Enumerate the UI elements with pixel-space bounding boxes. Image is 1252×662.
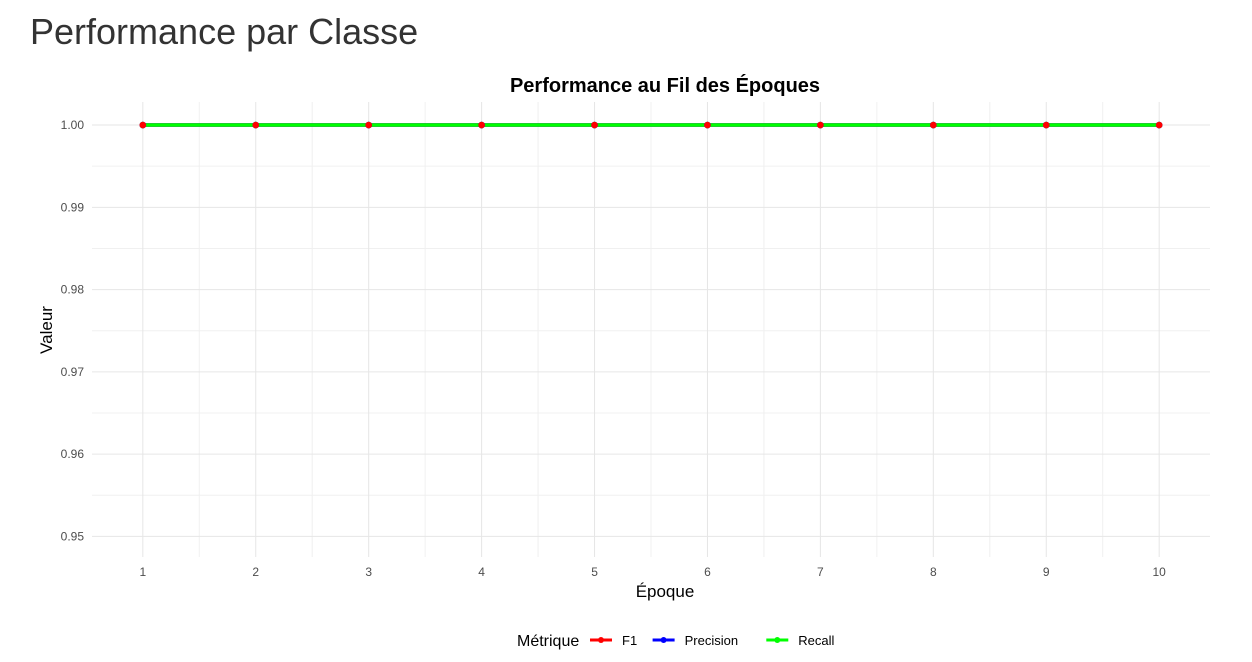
y-tick-label: 0.97 (61, 365, 85, 379)
x-tick-label: 7 (817, 565, 824, 579)
x-tick-label: 4 (478, 565, 485, 579)
x-tick-label: 10 (1153, 565, 1167, 579)
major-gridlines (92, 102, 1210, 557)
legend-label: Precision (685, 633, 738, 648)
minor-gridlines (92, 102, 1210, 557)
legend: Métrique F1 Precision Recall (517, 633, 835, 650)
series-points (139, 121, 1163, 129)
x-tick-label: 1 (139, 565, 146, 579)
x-tick-label: 6 (704, 565, 711, 579)
data-point-f1 (817, 121, 824, 129)
y-tick-label: 0.99 (61, 200, 85, 214)
legend-key-point (774, 637, 781, 643)
y-tick-label: 0.95 (61, 529, 85, 543)
legend-key-point (598, 637, 604, 643)
legend-key-point (660, 637, 667, 643)
x-axis-label: Époque (636, 582, 695, 601)
x-axis-tick-labels: 1 2 3 4 5 6 7 8 9 10 (139, 565, 1166, 579)
page-title: Performance par Classe (30, 11, 419, 52)
y-tick-label: 0.98 (61, 283, 85, 297)
legend-label: F1 (622, 633, 637, 648)
y-tick-label: 1.00 (61, 118, 85, 132)
data-point-f1 (704, 121, 711, 129)
data-point-f1 (591, 121, 598, 129)
x-tick-label: 5 (591, 565, 598, 579)
data-point-f1 (1155, 121, 1163, 129)
legend-title: Métrique (517, 633, 579, 650)
data-point-f1 (252, 121, 260, 129)
x-tick-label: 8 (930, 565, 937, 579)
legend-label: Recall (798, 633, 834, 648)
x-tick-label: 2 (252, 565, 259, 579)
y-axis-tick-labels: 0.95 0.96 0.97 0.98 0.99 1.00 (61, 118, 85, 543)
data-point-f1 (365, 121, 372, 129)
y-tick-label: 0.96 (61, 447, 85, 461)
data-point-f1 (478, 121, 485, 129)
chart-title: Performance au Fil des Époques (510, 74, 820, 97)
x-tick-label: 3 (365, 565, 372, 579)
y-axis-label: Valeur (37, 306, 56, 354)
data-point-f1 (930, 121, 937, 129)
data-point-f1 (1042, 121, 1050, 129)
data-point-f1 (139, 121, 147, 129)
x-tick-label: 9 (1043, 565, 1050, 579)
